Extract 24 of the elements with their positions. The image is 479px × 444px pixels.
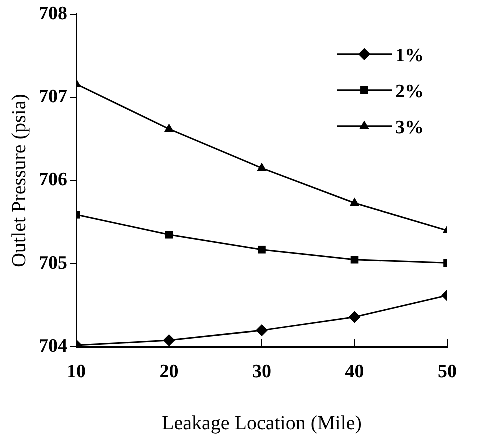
legend-label: 3% <box>396 117 424 138</box>
y-tick-label: 705 <box>39 252 68 274</box>
point <box>257 162 267 172</box>
x-tick-label: 40 <box>345 362 364 383</box>
y-tick-label: 707 <box>39 86 68 108</box>
x-tick-label: 10 <box>67 362 86 383</box>
point <box>350 198 360 206</box>
x-tick-label: 20 <box>160 362 179 383</box>
legend-label: 1% <box>396 45 424 66</box>
x-tick-label: 50 <box>438 362 457 383</box>
y-axis-title: Outlet Pressure (psia) <box>8 94 30 268</box>
y-tick-label: 704 <box>39 336 68 358</box>
point <box>348 311 361 324</box>
point <box>164 124 174 132</box>
y-tick-label: 706 <box>39 170 68 191</box>
legend-label: 2% <box>396 81 424 102</box>
point <box>258 246 266 254</box>
y-tick-label: 708 <box>39 3 68 24</box>
point <box>256 324 268 337</box>
point <box>163 334 176 347</box>
point <box>165 230 174 239</box>
x-axis-title: Leakage Location (Mile) <box>162 412 362 434</box>
x-tick-label: 30 <box>252 362 272 383</box>
point <box>350 256 359 264</box>
